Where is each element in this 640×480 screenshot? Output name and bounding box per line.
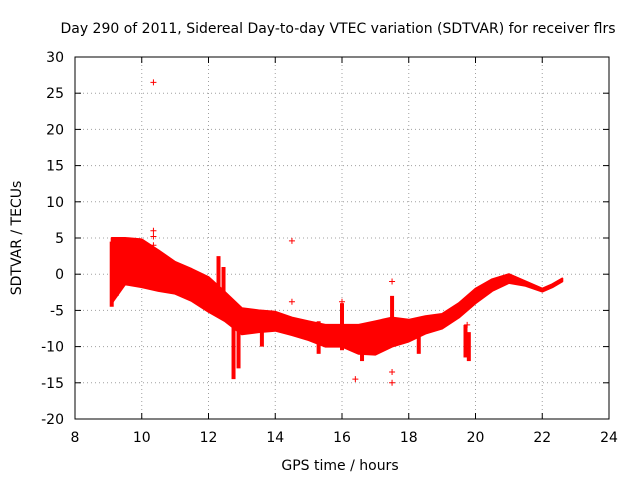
data-point [389, 278, 396, 285]
x-axis-label: GPS time / hours [281, 458, 398, 474]
y-tick-label: 25 [46, 86, 64, 102]
x-tick-label: 14 [266, 430, 284, 446]
chart-title: Day 290 of 2011, Sidereal Day-to-day VTE… [60, 21, 615, 37]
x-tick-label: 22 [533, 430, 551, 446]
data-point [464, 321, 471, 328]
y-tick-label: 15 [46, 159, 64, 175]
y-tick-label: 0 [55, 267, 64, 283]
y-tick-label: -10 [41, 340, 64, 356]
y-tick-labels: -20 -15 -10 -5 0 5 10 15 20 25 30 [41, 50, 64, 428]
x-tick-label: 12 [200, 430, 218, 446]
sdtvar-band [110, 237, 564, 356]
axis-ticks [74, 56, 610, 420]
data-point [150, 227, 157, 234]
data-point [150, 79, 157, 86]
y-tick-label: 30 [46, 50, 64, 66]
data-point [288, 237, 295, 244]
y-tick-label: -20 [41, 412, 64, 428]
data-points [109, 79, 564, 386]
data-point [352, 376, 359, 383]
data-point [150, 233, 157, 240]
grid-lines [75, 57, 609, 419]
x-tick-label: 18 [400, 430, 418, 446]
y-tick-label: 5 [55, 231, 64, 247]
y-tick-label: 20 [46, 122, 64, 138]
x-tick-labels: 8 10 12 14 16 18 20 22 24 [71, 430, 618, 446]
x-tick-label: 16 [333, 430, 351, 446]
x-tick-label: 10 [133, 430, 151, 446]
data-point [389, 379, 396, 386]
y-tick-label: -5 [50, 303, 64, 319]
y-axis-label: SDTVAR / TECUs [9, 181, 25, 296]
data-point [150, 242, 157, 249]
data-point [288, 298, 295, 305]
x-tick-label: 8 [71, 430, 80, 446]
data-point [389, 368, 396, 375]
y-tick-label: -15 [41, 376, 64, 392]
x-tick-label: 20 [467, 430, 485, 446]
data-point [339, 298, 345, 305]
y-tick-label: 10 [46, 195, 64, 211]
x-tick-label: 24 [600, 430, 618, 446]
